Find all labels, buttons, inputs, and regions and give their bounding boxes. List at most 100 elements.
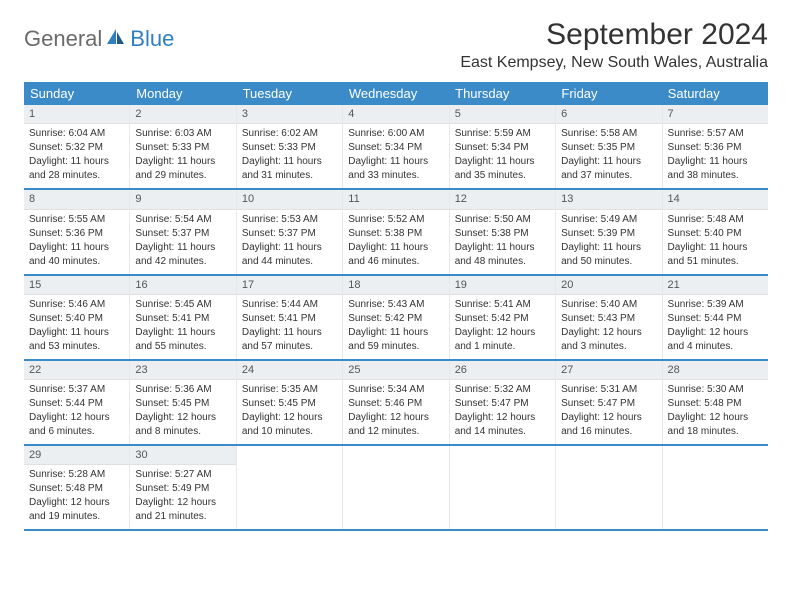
day-line-d1: Daylight: 11 hours <box>135 326 230 339</box>
day-line-ss: Sunset: 5:34 PM <box>455 141 550 154</box>
day-body: Sunrise: 5:44 AMSunset: 5:41 PMDaylight:… <box>237 295 342 359</box>
day-line-d2: and 37 minutes. <box>561 169 656 182</box>
day-line-d1: Daylight: 11 hours <box>29 155 124 168</box>
day-line-d1: Daylight: 12 hours <box>668 411 763 424</box>
day-body: Sunrise: 5:37 AMSunset: 5:44 PMDaylight:… <box>24 380 129 444</box>
day-line-d2: and 6 minutes. <box>29 425 124 438</box>
day-line-d1: Daylight: 11 hours <box>561 155 656 168</box>
location-text: East Kempsey, New South Wales, Australia <box>460 54 768 72</box>
day-body: Sunrise: 5:28 AMSunset: 5:48 PMDaylight:… <box>24 465 129 529</box>
day-cell-empty <box>450 446 556 529</box>
day-line-ss: Sunset: 5:45 PM <box>135 397 230 410</box>
day-number: 25 <box>343 361 448 380</box>
day-cell: 29Sunrise: 5:28 AMSunset: 5:48 PMDayligh… <box>24 446 130 529</box>
day-cell: 17Sunrise: 5:44 AMSunset: 5:41 PMDayligh… <box>237 276 343 359</box>
day-number: 30 <box>130 446 235 465</box>
day-line-d2: and 55 minutes. <box>135 340 230 353</box>
day-body: Sunrise: 5:54 AMSunset: 5:37 PMDaylight:… <box>130 210 235 274</box>
day-line-sr: Sunrise: 5:43 AM <box>348 298 443 311</box>
day-line-d2: and 46 minutes. <box>348 255 443 268</box>
day-number: 5 <box>450 105 555 124</box>
day-cell-empty <box>237 446 343 529</box>
calendar-page: General Blue September 2024 East Kempsey… <box>0 0 792 549</box>
day-body: Sunrise: 5:49 AMSunset: 5:39 PMDaylight:… <box>556 210 661 274</box>
day-line-ss: Sunset: 5:36 PM <box>29 227 124 240</box>
day-body: Sunrise: 5:39 AMSunset: 5:44 PMDaylight:… <box>663 295 768 359</box>
day-cell: 26Sunrise: 5:32 AMSunset: 5:47 PMDayligh… <box>450 361 556 444</box>
day-number: 13 <box>556 190 661 209</box>
day-line-ss: Sunset: 5:48 PM <box>668 397 763 410</box>
day-line-d1: Daylight: 12 hours <box>29 496 124 509</box>
day-line-sr: Sunrise: 6:03 AM <box>135 127 230 140</box>
day-number: 21 <box>663 276 768 295</box>
calendar-grid: SundayMondayTuesdayWednesdayThursdayFrid… <box>24 82 768 531</box>
day-line-d2: and 28 minutes. <box>29 169 124 182</box>
day-line-ss: Sunset: 5:44 PM <box>29 397 124 410</box>
day-line-ss: Sunset: 5:47 PM <box>455 397 550 410</box>
day-cell: 27Sunrise: 5:31 AMSunset: 5:47 PMDayligh… <box>556 361 662 444</box>
day-line-d2: and 31 minutes. <box>242 169 337 182</box>
day-line-d2: and 33 minutes. <box>348 169 443 182</box>
day-cell: 10Sunrise: 5:53 AMSunset: 5:37 PMDayligh… <box>237 190 343 273</box>
day-line-ss: Sunset: 5:33 PM <box>242 141 337 154</box>
day-line-ss: Sunset: 5:48 PM <box>29 482 124 495</box>
day-line-ss: Sunset: 5:33 PM <box>135 141 230 154</box>
weekday-wednesday: Wednesday <box>343 82 449 105</box>
day-cell: 11Sunrise: 5:52 AMSunset: 5:38 PMDayligh… <box>343 190 449 273</box>
day-line-d1: Daylight: 12 hours <box>348 411 443 424</box>
day-line-d1: Daylight: 12 hours <box>455 411 550 424</box>
day-line-sr: Sunrise: 5:52 AM <box>348 213 443 226</box>
day-line-d1: Daylight: 11 hours <box>242 155 337 168</box>
day-line-sr: Sunrise: 5:32 AM <box>455 383 550 396</box>
day-cell: 24Sunrise: 5:35 AMSunset: 5:45 PMDayligh… <box>237 361 343 444</box>
day-cell-empty <box>663 446 768 529</box>
day-cell: 14Sunrise: 5:48 AMSunset: 5:40 PMDayligh… <box>663 190 768 273</box>
day-line-ss: Sunset: 5:45 PM <box>242 397 337 410</box>
day-body: Sunrise: 5:45 AMSunset: 5:41 PMDaylight:… <box>130 295 235 359</box>
day-line-ss: Sunset: 5:37 PM <box>242 227 337 240</box>
day-line-ss: Sunset: 5:43 PM <box>561 312 656 325</box>
weekday-sunday: Sunday <box>24 82 130 105</box>
day-body: Sunrise: 6:00 AMSunset: 5:34 PMDaylight:… <box>343 124 448 188</box>
day-line-d2: and 59 minutes. <box>348 340 443 353</box>
day-line-ss: Sunset: 5:41 PM <box>242 312 337 325</box>
day-cell: 21Sunrise: 5:39 AMSunset: 5:44 PMDayligh… <box>663 276 768 359</box>
day-line-d1: Daylight: 11 hours <box>455 155 550 168</box>
day-line-d1: Daylight: 11 hours <box>135 241 230 254</box>
day-number: 16 <box>130 276 235 295</box>
day-body: Sunrise: 5:57 AMSunset: 5:36 PMDaylight:… <box>663 124 768 188</box>
day-cell: 30Sunrise: 5:27 AMSunset: 5:49 PMDayligh… <box>130 446 236 529</box>
day-cell: 9Sunrise: 5:54 AMSunset: 5:37 PMDaylight… <box>130 190 236 273</box>
day-cell: 8Sunrise: 5:55 AMSunset: 5:36 PMDaylight… <box>24 190 130 273</box>
day-cell: 4Sunrise: 6:00 AMSunset: 5:34 PMDaylight… <box>343 105 449 188</box>
day-line-d2: and 29 minutes. <box>135 169 230 182</box>
day-line-d2: and 35 minutes. <box>455 169 550 182</box>
day-line-sr: Sunrise: 5:36 AM <box>135 383 230 396</box>
day-line-d2: and 14 minutes. <box>455 425 550 438</box>
day-body: Sunrise: 5:58 AMSunset: 5:35 PMDaylight:… <box>556 124 661 188</box>
day-number: 27 <box>556 361 661 380</box>
day-number: 29 <box>24 446 129 465</box>
day-cell: 18Sunrise: 5:43 AMSunset: 5:42 PMDayligh… <box>343 276 449 359</box>
day-line-ss: Sunset: 5:49 PM <box>135 482 230 495</box>
day-line-sr: Sunrise: 5:41 AM <box>455 298 550 311</box>
day-body: Sunrise: 5:32 AMSunset: 5:47 PMDaylight:… <box>450 380 555 444</box>
day-line-ss: Sunset: 5:37 PM <box>135 227 230 240</box>
day-line-sr: Sunrise: 5:37 AM <box>29 383 124 396</box>
day-number: 12 <box>450 190 555 209</box>
day-line-sr: Sunrise: 5:48 AM <box>668 213 763 226</box>
day-cell: 15Sunrise: 5:46 AMSunset: 5:40 PMDayligh… <box>24 276 130 359</box>
week-row: 15Sunrise: 5:46 AMSunset: 5:40 PMDayligh… <box>24 276 768 361</box>
day-number: 3 <box>237 105 342 124</box>
day-number: 18 <box>343 276 448 295</box>
day-body: Sunrise: 5:35 AMSunset: 5:45 PMDaylight:… <box>237 380 342 444</box>
day-line-d2: and 21 minutes. <box>135 510 230 523</box>
day-line-sr: Sunrise: 5:59 AM <box>455 127 550 140</box>
day-line-d2: and 16 minutes. <box>561 425 656 438</box>
logo-sail-icon <box>106 28 126 51</box>
day-line-d1: Daylight: 11 hours <box>348 155 443 168</box>
day-cell: 6Sunrise: 5:58 AMSunset: 5:35 PMDaylight… <box>556 105 662 188</box>
day-line-sr: Sunrise: 5:28 AM <box>29 468 124 481</box>
day-line-d1: Daylight: 12 hours <box>561 326 656 339</box>
day-line-sr: Sunrise: 6:04 AM <box>29 127 124 140</box>
